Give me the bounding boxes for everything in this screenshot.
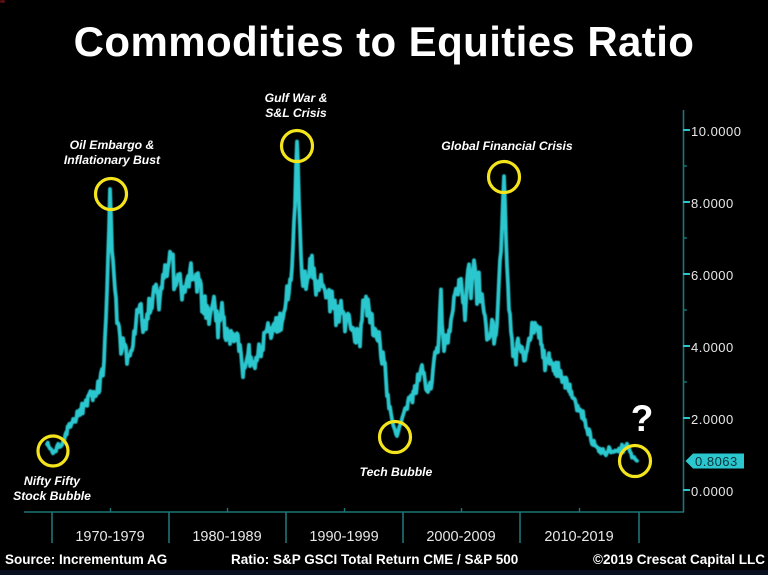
- svg-text:0.8063: 0.8063: [695, 454, 738, 469]
